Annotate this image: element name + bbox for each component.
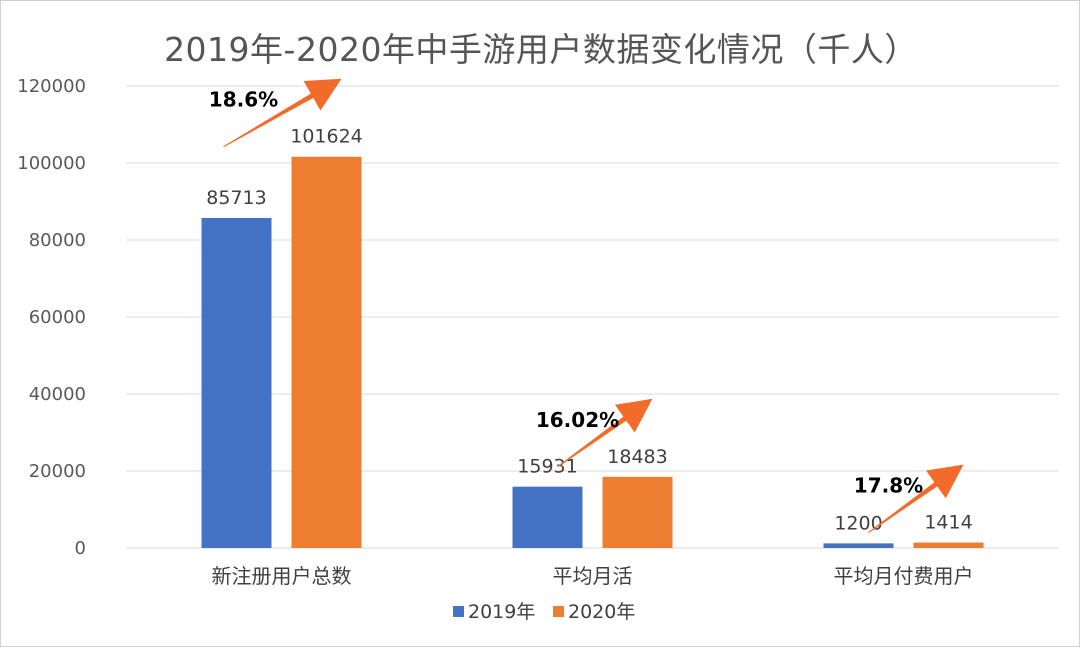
y-tick-label-4: 80000	[29, 230, 86, 251]
data-label-1-1: 18483	[607, 446, 667, 468]
y-tick-label-3: 60000	[29, 307, 86, 328]
category-label-0: 新注册用户总数	[212, 564, 352, 588]
growth-arrow-0	[223, 78, 342, 148]
data-label-1-0: 15931	[517, 456, 577, 478]
category-label-1: 平均月活	[553, 564, 633, 588]
growth-label-1: 16.02%	[536, 408, 619, 432]
data-label-2-0: 1200	[834, 512, 882, 534]
y-tick-label-5: 100000	[17, 153, 86, 174]
growth-arrow-2	[868, 464, 964, 533]
legend-swatch-1	[553, 606, 564, 617]
bar-2-1	[913, 542, 984, 548]
growth-arrow-1	[557, 398, 653, 468]
y-tick-label-0: 0	[75, 538, 86, 559]
bar-0-1	[291, 156, 362, 548]
bar-1-1	[602, 476, 673, 548]
bar-2-0	[823, 543, 894, 548]
data-label-0-1: 101624	[290, 126, 363, 148]
legend-swatch-0	[453, 606, 464, 617]
growth-label-2: 17.8%	[854, 474, 923, 498]
y-tick-label-1: 20000	[29, 461, 86, 482]
growth-label-0: 18.6%	[209, 88, 278, 112]
y-tick-label-2: 40000	[29, 384, 86, 405]
legend-label-0: 2019年	[468, 601, 535, 623]
y-tick-label-6: 120000	[17, 76, 86, 97]
bar-1-0	[512, 486, 583, 548]
bar-0-0	[201, 218, 272, 548]
data-label-2-1: 1414	[924, 512, 972, 534]
legend-label-1: 2020年	[568, 601, 635, 623]
chart-title: 2019年-2020年中手游用户数据变化情况（千人）	[164, 30, 918, 69]
category-label-2: 平均月付费用户	[834, 564, 974, 588]
data-label-0-0: 85713	[206, 187, 266, 209]
